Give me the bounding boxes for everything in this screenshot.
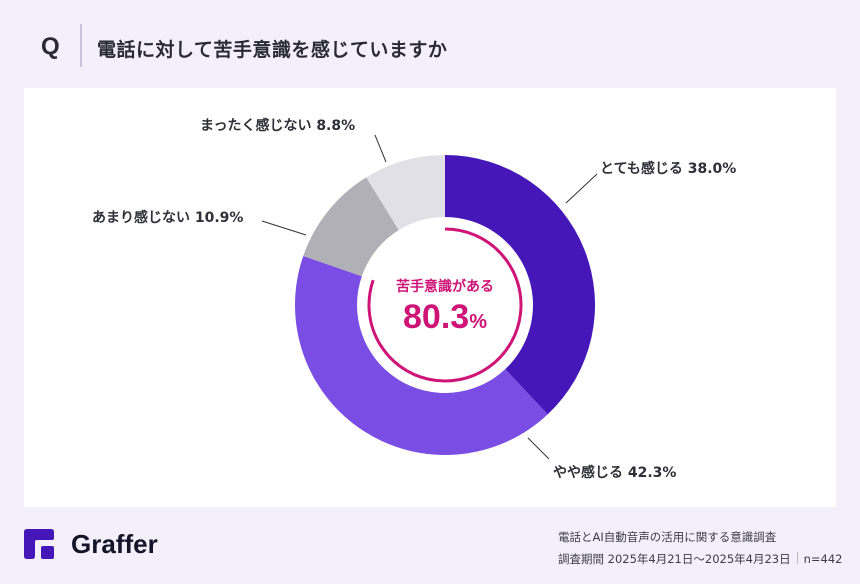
center-value: 80.3% [365, 298, 525, 337]
donut-slices [294, 155, 596, 456]
center-caption: 苦手意識がある [396, 279, 494, 295]
center-unit: % [469, 311, 487, 333]
label-somewhat: やや感じる 42.3% [553, 465, 677, 481]
highlight-arc [367, 227, 523, 383]
brand-name: Graffer [71, 529, 158, 559]
donut-slice [303, 177, 399, 277]
label-very: とても感じる 38.0% [600, 161, 737, 177]
survey-title: 電話とAI自動音声の活用に関する意識調査 [558, 530, 777, 544]
page-title: 電話に対して苦手意識を感じていますか [97, 39, 448, 61]
title-divider [80, 24, 82, 67]
graffer-logo-icon [24, 529, 54, 559]
question-mark: Q [41, 33, 60, 60]
center-number: 80.3 [403, 298, 470, 336]
sample-size: n=442 [803, 552, 843, 566]
donut-slice [445, 155, 596, 415]
survey-meta: 調査期間 2025年4月21日〜2025年4月23日 n=442 [558, 551, 842, 567]
label-not-at-all: まったく感じない 8.8% [200, 118, 356, 134]
donut-slice [366, 155, 445, 231]
survey-period: 調査期間 2025年4月21日〜2025年4月23日 [558, 552, 791, 566]
meta-separator [796, 552, 798, 564]
leader-lines [261, 134, 598, 460]
label-not-much: あまり感じない 10.9% [92, 210, 244, 226]
donut-slice [294, 255, 548, 456]
